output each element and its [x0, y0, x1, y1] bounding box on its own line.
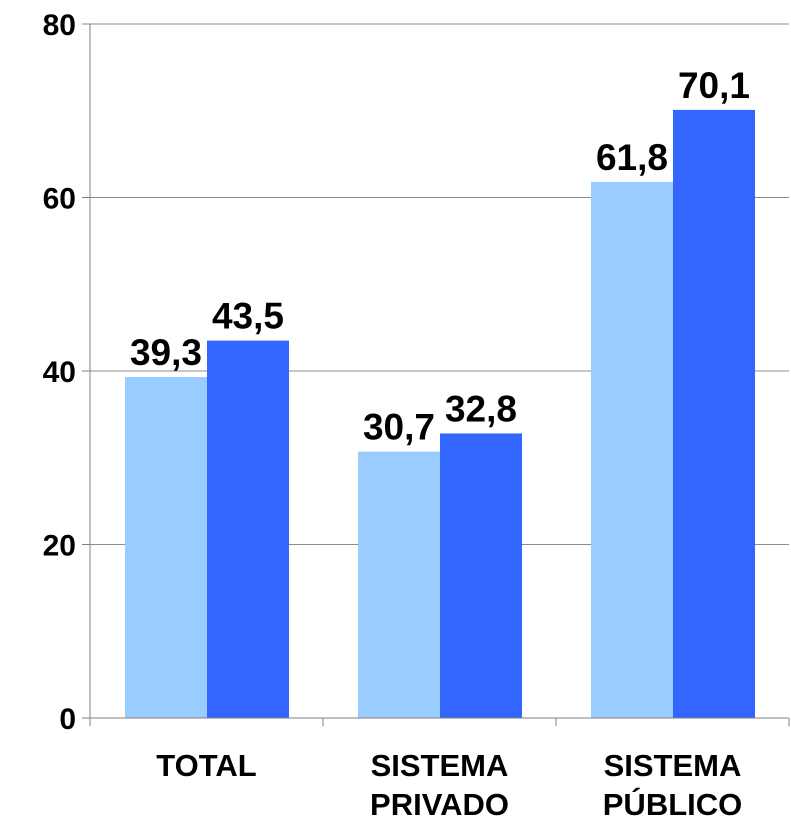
bar	[125, 377, 207, 718]
bar	[207, 340, 289, 718]
axes	[82, 23, 790, 726]
x-category-label: TOTAL	[156, 748, 256, 783]
y-tick-label: 0	[59, 703, 76, 736]
bar	[358, 451, 440, 718]
data-label: 70,1	[678, 65, 750, 106]
data-labels: 39,343,5 30,7 32,8 61,870,1	[130, 65, 750, 448]
y-tick-label: 60	[43, 183, 76, 216]
bar	[440, 433, 522, 718]
data-label: 39,3	[130, 332, 202, 373]
bars	[125, 109, 755, 718]
x-category-label: SISTEMA	[604, 748, 742, 783]
data-label: 61,8	[596, 137, 668, 178]
data-label: 30,7	[363, 407, 435, 448]
x-category-label: PRIVADO	[370, 787, 509, 821]
data-label: 32,8	[445, 388, 517, 429]
y-axis-ticks: 0 20 40 60 80	[43, 9, 76, 736]
x-category-label: SISTEMA	[371, 748, 509, 783]
y-tick-label: 20	[43, 530, 76, 563]
y-tick-label: 80	[43, 9, 76, 42]
bar	[673, 109, 755, 718]
data-label: 43,5	[212, 296, 284, 337]
y-tick-label: 40	[43, 356, 76, 389]
x-category-label: PÚBLICO	[603, 786, 743, 821]
bar	[591, 181, 673, 718]
